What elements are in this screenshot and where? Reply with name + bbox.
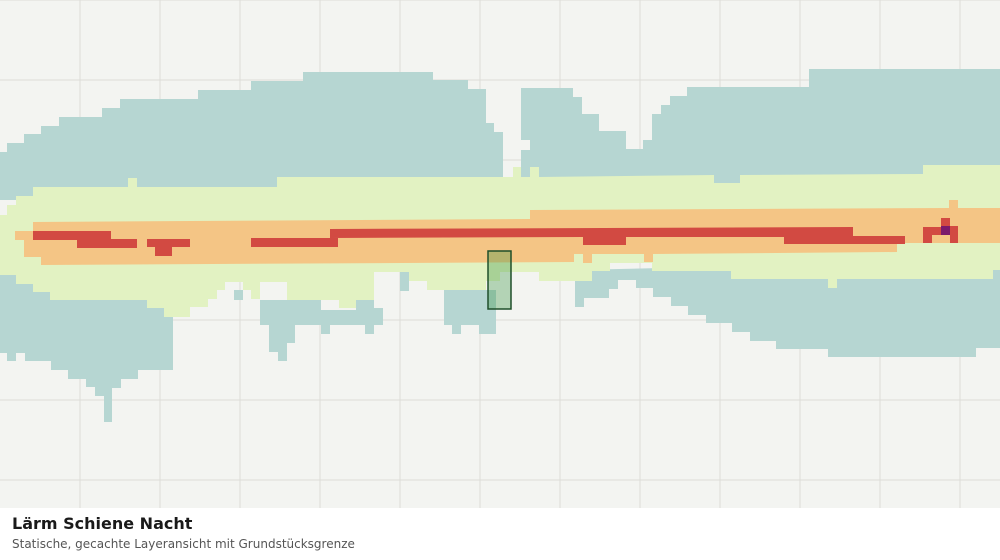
noise-zone-low [0, 69, 1000, 422]
map-subtitle: Statische, gecachte Layeransicht mit Gru… [12, 537, 355, 551]
caption-panel: Lärm Schiene Nacht Statische, gecachte L… [0, 508, 1000, 560]
map-title: Lärm Schiene Nacht [12, 514, 193, 533]
parcel-boundary [487, 250, 512, 310]
noise-zone-very-high [33, 218, 958, 256]
noise-zone-extreme [941, 226, 950, 235]
map-canvas [0, 0, 1000, 508]
